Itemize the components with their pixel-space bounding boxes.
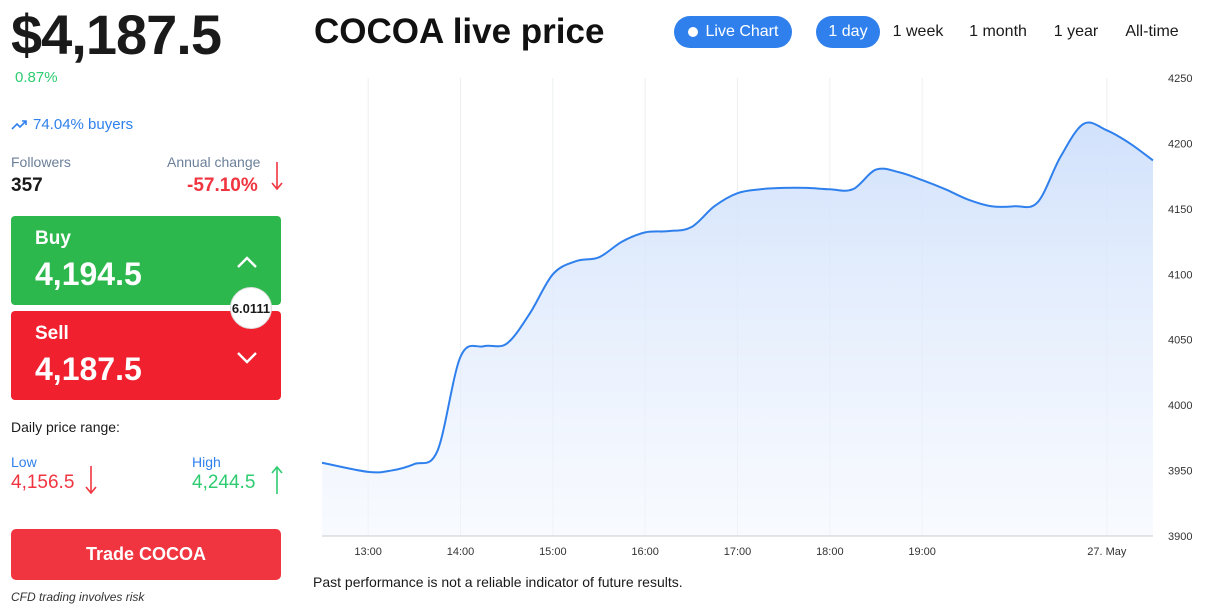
tab-1-month[interactable]: 1 month bbox=[969, 23, 1027, 40]
buy-price: 4,194.5 bbox=[35, 256, 142, 292]
y-tick-label: 4150 bbox=[1168, 204, 1192, 216]
trending-up-icon bbox=[11, 119, 27, 130]
live-chart-label: Live Chart bbox=[705, 23, 779, 40]
low-label: Low bbox=[11, 454, 37, 470]
annual-change-value: -57.10% bbox=[187, 175, 258, 196]
sell-label: Sell bbox=[35, 323, 69, 344]
low-value: 4,156.5 bbox=[11, 472, 75, 493]
x-tick-label: 14:00 bbox=[447, 546, 475, 558]
buyers-sentiment: 74.04% buyers bbox=[11, 116, 133, 133]
x-tick-label: 16:00 bbox=[631, 546, 659, 558]
y-tick-label: 4100 bbox=[1168, 269, 1192, 281]
x-tick-label: 19:00 bbox=[908, 546, 936, 558]
sell-price: 4,187.5 bbox=[35, 351, 142, 387]
tab-1-week[interactable]: 1 week bbox=[892, 23, 944, 40]
arrow-down-icon bbox=[271, 162, 283, 191]
sell-button[interactable]: Sell 4,187.5 bbox=[11, 311, 281, 400]
followers-label: Followers bbox=[11, 154, 71, 170]
price-line bbox=[321, 121, 1154, 474]
y-tick-label: 4200 bbox=[1168, 138, 1192, 150]
chart-title: COCOA live price bbox=[314, 12, 605, 51]
x-tick-label: 15:00 bbox=[539, 546, 567, 558]
buy-button[interactable]: Buy 4,194.5 bbox=[11, 216, 281, 305]
y-tick-label: 3900 bbox=[1168, 531, 1192, 543]
buy-label: Buy bbox=[35, 228, 71, 249]
buyers-label: 74.04% buyers bbox=[33, 116, 134, 133]
y-tick-label: 4050 bbox=[1168, 335, 1192, 347]
annual-change-label: Annual change bbox=[167, 154, 261, 170]
high-label: High bbox=[192, 454, 221, 470]
y-tick-label: 4250 bbox=[1168, 73, 1192, 85]
cfd-risk-note: CFD trading involves risk bbox=[11, 590, 145, 604]
arrow-down-icon bbox=[85, 466, 97, 495]
tab-1-day[interactable]: 1 day bbox=[816, 16, 880, 48]
arrow-up-icon bbox=[271, 465, 283, 494]
live-dot-icon bbox=[687, 27, 698, 37]
x-tick-label: 17:00 bbox=[724, 546, 752, 558]
price-area bbox=[322, 122, 1153, 536]
chevron-down-icon bbox=[237, 352, 257, 364]
y-tick-label: 4000 bbox=[1168, 400, 1192, 412]
y-tick-label: 3950 bbox=[1168, 466, 1192, 478]
live-chart-button[interactable]: Live Chart bbox=[674, 16, 792, 48]
x-tick-label: 27. May bbox=[1087, 546, 1127, 558]
daily-range-title: Daily price range: bbox=[11, 419, 120, 435]
current-price: $4,187.5 bbox=[11, 3, 222, 66]
followers-value: 357 bbox=[11, 175, 43, 196]
high-value: 4,244.5 bbox=[192, 472, 256, 493]
tab-all-time[interactable]: All-time bbox=[1125, 23, 1179, 40]
x-tick-label: 13:00 bbox=[354, 546, 382, 558]
disclaimer: Past performance is not a reliable indic… bbox=[313, 574, 683, 590]
x-tick-label: 18:00 bbox=[816, 546, 844, 558]
tab-1-year[interactable]: 1 year bbox=[1053, 23, 1099, 40]
change-percent: 0.87% bbox=[15, 69, 58, 86]
spread-badge: 6.0111 bbox=[230, 287, 272, 329]
trade-button[interactable]: Trade COCOA bbox=[11, 529, 281, 580]
chevron-up-icon bbox=[237, 256, 257, 268]
